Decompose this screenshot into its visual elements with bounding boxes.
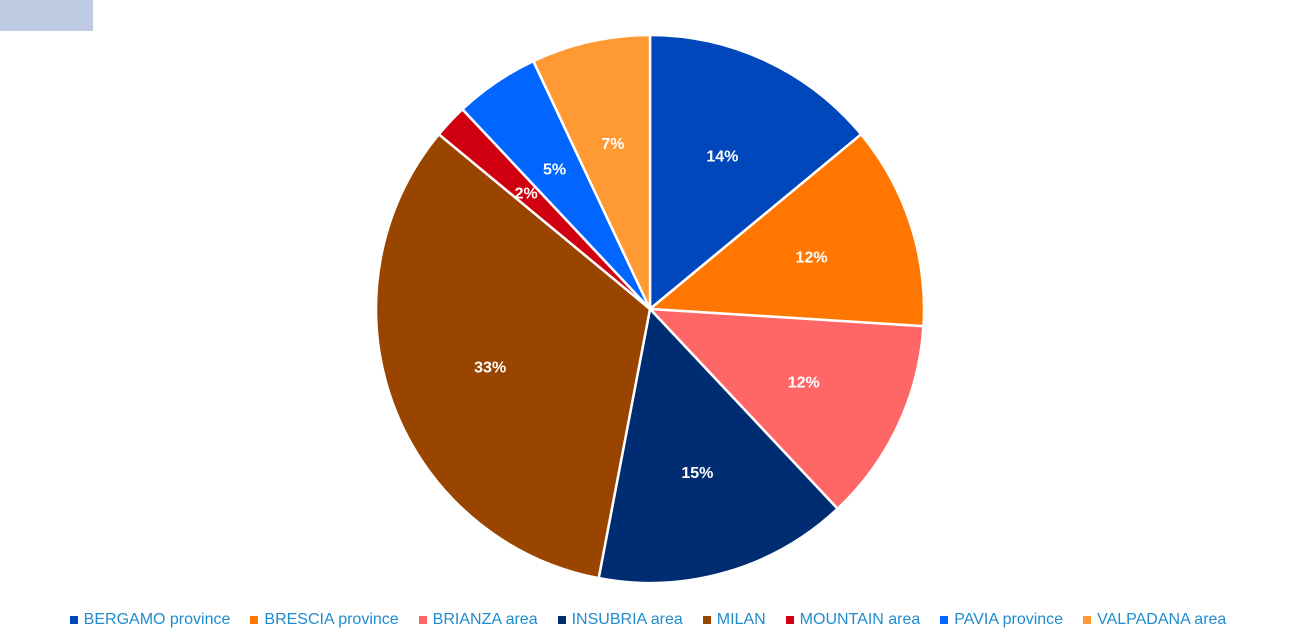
- legend-label: BRESCIA province: [264, 611, 399, 628]
- slice-label-valpadana-area: 7%: [601, 136, 624, 153]
- legend-label: MOUNTAIN area: [799, 611, 921, 628]
- pie-slice-milan: [374, 132, 652, 580]
- legend-item: INSUBRIA area: [557, 611, 683, 629]
- slice-label-bergamo-province: 14%: [706, 148, 738, 165]
- legend-swatch: [418, 616, 427, 624]
- legend-label: PAVIA province: [954, 611, 1064, 628]
- legend-item: VALPADANA area: [1083, 611, 1226, 629]
- legend-item: BRIANZA area: [418, 611, 538, 629]
- legend-item: PAVIA province: [940, 611, 1063, 629]
- legend-item: MILAN: [702, 611, 766, 629]
- legend-swatch: [250, 616, 259, 624]
- pie-slice-brianza-area: [646, 307, 925, 511]
- legend-label: INSUBRIA area: [571, 611, 683, 628]
- pie-slice-insubria-area: [597, 306, 840, 585]
- slice-label-brescia-province: 12%: [796, 250, 828, 267]
- slice-label-pavia-province: 5%: [543, 161, 566, 178]
- legend-swatch: [940, 616, 949, 624]
- pie-chart: 14% 12% 12% 15% 33% 2% 5% 7%: [374, 33, 926, 585]
- legend-label: BRIANZA area: [432, 611, 538, 628]
- legend-label: MILAN: [716, 611, 766, 628]
- slice-label-mountain-area: 2%: [515, 186, 538, 203]
- legend-swatch: [702, 616, 711, 624]
- legend-swatch: [69, 616, 78, 624]
- legend-swatch: [557, 616, 566, 624]
- pie-slice-valpadana-area: [531, 33, 652, 310]
- chart-legend: BERGAMO province BRESCIA province BRIANZA …: [0, 609, 1296, 631]
- slice-label-brianza-area: 12%: [788, 374, 820, 391]
- header-tab-block: [0, 0, 93, 31]
- slice-label-insubria-area: 15%: [681, 465, 713, 482]
- legend-item: MOUNTAIN area: [785, 611, 921, 629]
- legend-label: BERGAMO province: [83, 611, 231, 628]
- legend-item: BERGAMO province: [69, 611, 231, 629]
- legend-label: VALPADANA area: [1097, 611, 1227, 628]
- slice-label-milan: 33%: [474, 360, 506, 377]
- legend-swatch: [785, 616, 794, 624]
- legend-swatch: [1083, 616, 1092, 624]
- pie-slice-brescia-province: [646, 132, 926, 328]
- legend-item: BRESCIA province: [250, 611, 399, 629]
- pie-slice-bergamo-province: [648, 33, 863, 312]
